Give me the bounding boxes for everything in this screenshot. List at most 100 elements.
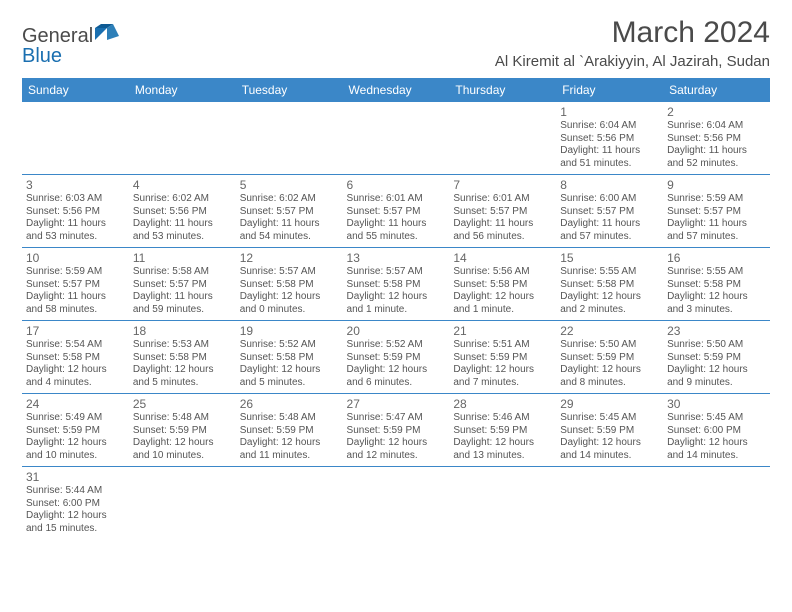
title-block: March 2024 Al Kiremit al `Arakiyyin, Al … <box>495 16 770 70</box>
calendar-week-row: 24Sunrise: 5:49 AMSunset: 5:59 PMDayligh… <box>22 394 770 467</box>
day-number: 6 <box>347 178 446 192</box>
day-number: 20 <box>347 324 446 338</box>
column-header: Monday <box>129 78 236 102</box>
day-number: 8 <box>560 178 659 192</box>
calendar-empty-cell <box>236 102 343 175</box>
day-number: 4 <box>133 178 232 192</box>
day-number: 31 <box>26 470 125 484</box>
calendar-table: SundayMondayTuesdayWednesdayThursdayFrid… <box>22 78 770 539</box>
day-details: Sunrise: 6:02 AMSunset: 5:57 PMDaylight:… <box>240 193 339 243</box>
calendar-empty-cell <box>556 467 663 540</box>
calendar-day-cell: 19Sunrise: 5:52 AMSunset: 5:58 PMDayligh… <box>236 321 343 394</box>
day-number: 15 <box>560 251 659 265</box>
day-number: 12 <box>240 251 339 265</box>
day-number: 2 <box>667 105 766 119</box>
calendar-day-cell: 25Sunrise: 5:48 AMSunset: 5:59 PMDayligh… <box>129 394 236 467</box>
day-details: Sunrise: 6:04 AMSunset: 5:56 PMDaylight:… <box>560 120 659 170</box>
calendar-page: General Blue March 2024 Al Kiremit al `A… <box>0 0 792 555</box>
day-details: Sunrise: 5:50 AMSunset: 5:59 PMDaylight:… <box>667 339 766 389</box>
header-row: General Blue March 2024 Al Kiremit al `A… <box>22 16 770 70</box>
day-details: Sunrise: 5:45 AMSunset: 6:00 PMDaylight:… <box>667 412 766 462</box>
calendar-day-cell: 9Sunrise: 5:59 AMSunset: 5:57 PMDaylight… <box>663 175 770 248</box>
calendar-day-cell: 15Sunrise: 5:55 AMSunset: 5:58 PMDayligh… <box>556 248 663 321</box>
logo-text: General Blue <box>22 24 121 66</box>
day-number: 23 <box>667 324 766 338</box>
day-details: Sunrise: 5:57 AMSunset: 5:58 PMDaylight:… <box>240 266 339 316</box>
day-number: 19 <box>240 324 339 338</box>
calendar-day-cell: 28Sunrise: 5:46 AMSunset: 5:59 PMDayligh… <box>449 394 556 467</box>
day-number: 1 <box>560 105 659 119</box>
calendar-empty-cell <box>343 467 450 540</box>
day-number: 21 <box>453 324 552 338</box>
calendar-empty-cell <box>663 467 770 540</box>
day-number: 3 <box>26 178 125 192</box>
column-header: Tuesday <box>236 78 343 102</box>
calendar-header: SundayMondayTuesdayWednesdayThursdayFrid… <box>22 78 770 102</box>
day-number: 13 <box>347 251 446 265</box>
calendar-day-cell: 23Sunrise: 5:50 AMSunset: 5:59 PMDayligh… <box>663 321 770 394</box>
day-number: 11 <box>133 251 232 265</box>
calendar-day-cell: 27Sunrise: 5:47 AMSunset: 5:59 PMDayligh… <box>343 394 450 467</box>
calendar-day-cell: 24Sunrise: 5:49 AMSunset: 5:59 PMDayligh… <box>22 394 129 467</box>
calendar-day-cell: 7Sunrise: 6:01 AMSunset: 5:57 PMDaylight… <box>449 175 556 248</box>
calendar-week-row: 1Sunrise: 6:04 AMSunset: 5:56 PMDaylight… <box>22 102 770 175</box>
day-details: Sunrise: 5:52 AMSunset: 5:58 PMDaylight:… <box>240 339 339 389</box>
day-number: 28 <box>453 397 552 411</box>
day-details: Sunrise: 5:56 AMSunset: 5:58 PMDaylight:… <box>453 266 552 316</box>
day-details: Sunrise: 5:59 AMSunset: 5:57 PMDaylight:… <box>26 266 125 316</box>
day-number: 24 <box>26 397 125 411</box>
calendar-day-cell: 31Sunrise: 5:44 AMSunset: 6:00 PMDayligh… <box>22 467 129 540</box>
day-details: Sunrise: 5:58 AMSunset: 5:57 PMDaylight:… <box>133 266 232 316</box>
day-details: Sunrise: 5:59 AMSunset: 5:57 PMDaylight:… <box>667 193 766 243</box>
day-details: Sunrise: 6:02 AMSunset: 5:56 PMDaylight:… <box>133 193 232 243</box>
day-number: 10 <box>26 251 125 265</box>
calendar-day-cell: 10Sunrise: 5:59 AMSunset: 5:57 PMDayligh… <box>22 248 129 321</box>
logo-line1: General <box>22 25 93 47</box>
day-details: Sunrise: 5:53 AMSunset: 5:58 PMDaylight:… <box>133 339 232 389</box>
day-number: 17 <box>26 324 125 338</box>
calendar-empty-cell <box>129 102 236 175</box>
column-header: Sunday <box>22 78 129 102</box>
day-number: 27 <box>347 397 446 411</box>
day-details: Sunrise: 6:00 AMSunset: 5:57 PMDaylight:… <box>560 193 659 243</box>
day-details: Sunrise: 5:48 AMSunset: 5:59 PMDaylight:… <box>240 412 339 462</box>
calendar-day-cell: 12Sunrise: 5:57 AMSunset: 5:58 PMDayligh… <box>236 248 343 321</box>
calendar-day-cell: 13Sunrise: 5:57 AMSunset: 5:58 PMDayligh… <box>343 248 450 321</box>
day-details: Sunrise: 5:55 AMSunset: 5:58 PMDaylight:… <box>560 266 659 316</box>
day-number: 26 <box>240 397 339 411</box>
day-number: 16 <box>667 251 766 265</box>
day-details: Sunrise: 6:04 AMSunset: 5:56 PMDaylight:… <box>667 120 766 170</box>
calendar-empty-cell <box>449 467 556 540</box>
calendar-empty-cell <box>22 102 129 175</box>
day-number: 22 <box>560 324 659 338</box>
calendar-week-row: 31Sunrise: 5:44 AMSunset: 6:00 PMDayligh… <box>22 467 770 540</box>
calendar-week-row: 3Sunrise: 6:03 AMSunset: 5:56 PMDaylight… <box>22 175 770 248</box>
calendar-body: 1Sunrise: 6:04 AMSunset: 5:56 PMDaylight… <box>22 102 770 539</box>
calendar-day-cell: 21Sunrise: 5:51 AMSunset: 5:59 PMDayligh… <box>449 321 556 394</box>
day-details: Sunrise: 6:01 AMSunset: 5:57 PMDaylight:… <box>453 193 552 243</box>
day-number: 5 <box>240 178 339 192</box>
day-number: 18 <box>133 324 232 338</box>
column-header: Saturday <box>663 78 770 102</box>
day-number: 29 <box>560 397 659 411</box>
day-details: Sunrise: 5:48 AMSunset: 5:59 PMDaylight:… <box>133 412 232 462</box>
calendar-day-cell: 26Sunrise: 5:48 AMSunset: 5:59 PMDayligh… <box>236 394 343 467</box>
calendar-day-cell: 8Sunrise: 6:00 AMSunset: 5:57 PMDaylight… <box>556 175 663 248</box>
calendar-day-cell: 17Sunrise: 5:54 AMSunset: 5:58 PMDayligh… <box>22 321 129 394</box>
calendar-day-cell: 20Sunrise: 5:52 AMSunset: 5:59 PMDayligh… <box>343 321 450 394</box>
day-details: Sunrise: 5:50 AMSunset: 5:59 PMDaylight:… <box>560 339 659 389</box>
day-number: 14 <box>453 251 552 265</box>
day-number: 7 <box>453 178 552 192</box>
day-details: Sunrise: 5:54 AMSunset: 5:58 PMDaylight:… <box>26 339 125 389</box>
calendar-day-cell: 16Sunrise: 5:55 AMSunset: 5:58 PMDayligh… <box>663 248 770 321</box>
day-details: Sunrise: 5:47 AMSunset: 5:59 PMDaylight:… <box>347 412 446 462</box>
calendar-day-cell: 2Sunrise: 6:04 AMSunset: 5:56 PMDaylight… <box>663 102 770 175</box>
day-details: Sunrise: 5:45 AMSunset: 5:59 PMDaylight:… <box>560 412 659 462</box>
calendar-week-row: 10Sunrise: 5:59 AMSunset: 5:57 PMDayligh… <box>22 248 770 321</box>
day-details: Sunrise: 5:52 AMSunset: 5:59 PMDaylight:… <box>347 339 446 389</box>
column-header: Friday <box>556 78 663 102</box>
day-details: Sunrise: 6:01 AMSunset: 5:57 PMDaylight:… <box>347 193 446 243</box>
location-text: Al Kiremit al `Arakiyyin, Al Jazirah, Su… <box>495 53 770 70</box>
calendar-empty-cell <box>343 102 450 175</box>
page-title: March 2024 <box>495 16 770 49</box>
